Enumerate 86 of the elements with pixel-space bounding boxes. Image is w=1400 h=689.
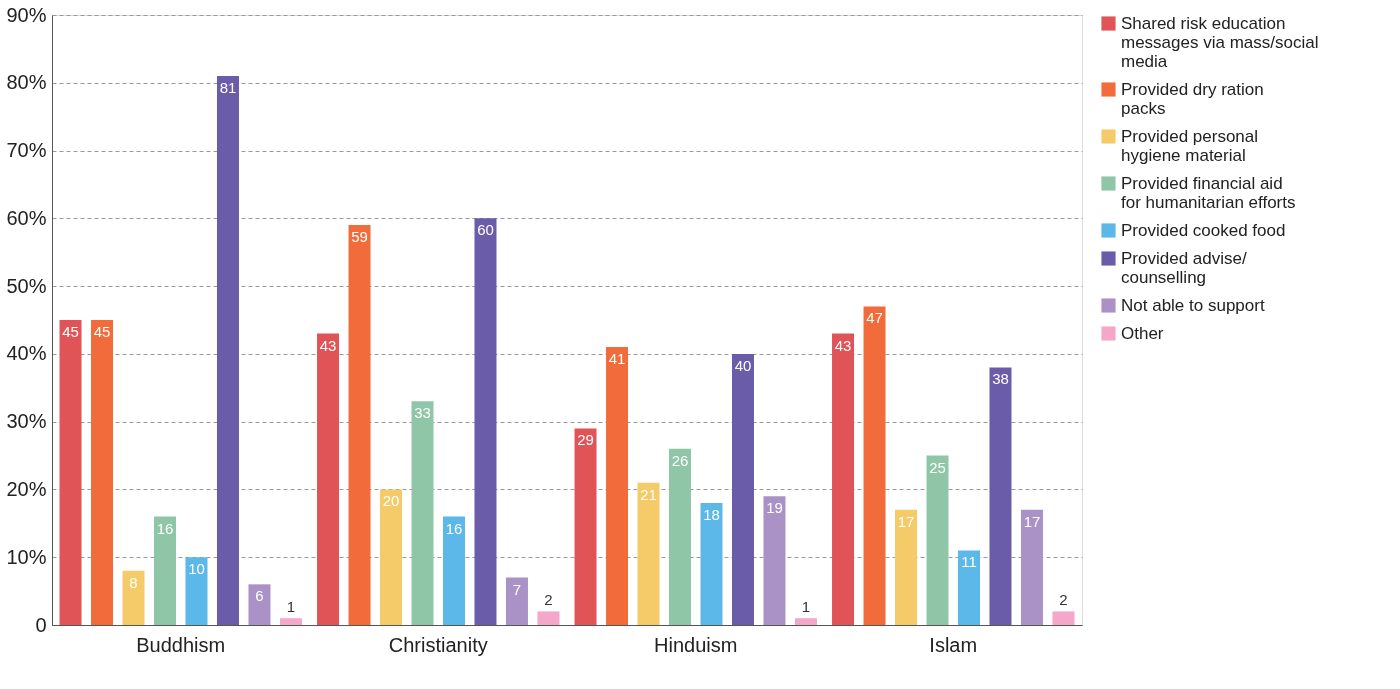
data-label: 1: [286, 598, 296, 616]
bar: [700, 503, 723, 625]
legend-label: Provided personal hygiene material: [1121, 126, 1259, 165]
legend-label: Other: [1121, 323, 1164, 343]
y-tick-label: 70%: [6, 139, 47, 162]
y-tick-label: 90%: [6, 3, 47, 26]
data-label: 16: [445, 519, 463, 537]
legend-label: Shared risk education messages via mass/social media: [1121, 13, 1319, 71]
data-label: 1: [801, 598, 811, 616]
data-label: 2: [544, 591, 553, 609]
bar: [216, 76, 239, 625]
bar: [91, 320, 114, 625]
x-tick-label: Islam: [929, 633, 978, 656]
data-label: 17: [897, 512, 915, 530]
legend-label: Provided cooked food: [1121, 220, 1286, 240]
data-label: 17: [1023, 512, 1041, 530]
legend-label: Provided dry ration packs: [1121, 79, 1264, 118]
data-label: 81: [219, 79, 237, 96]
legend-label: Provided financial aid for humanitarian efforts: [1121, 173, 1296, 212]
data-label: 29: [577, 431, 594, 449]
bar: [380, 489, 403, 625]
bar: [154, 516, 176, 625]
bar: [574, 428, 597, 625]
y-tick-label: 30%: [6, 410, 47, 433]
y-tick-label: 20%: [6, 477, 47, 500]
data-label: 60: [477, 221, 494, 239]
data-label: 16: [156, 519, 174, 537]
bar: [411, 401, 434, 625]
bar: [505, 577, 528, 625]
bar: [863, 306, 886, 625]
data-label: 7: [512, 580, 522, 598]
y-tick-label: 40%: [6, 342, 47, 365]
data-label: 26: [671, 451, 689, 469]
bar: [122, 570, 145, 625]
bar: [317, 333, 340, 625]
data-label: 21: [640, 485, 657, 503]
bar: [958, 550, 980, 625]
y-tick-label: 0: [35, 613, 47, 636]
x-tick-label: Christianity: [388, 633, 488, 656]
data-label: 6: [255, 587, 264, 605]
y-tick-label: 10%: [6, 545, 47, 568]
bar: [606, 347, 629, 625]
data-label: 38: [992, 370, 1009, 388]
bar: [989, 367, 1012, 625]
data-label: 10: [188, 560, 205, 578]
data-label: 41: [608, 350, 626, 368]
bar: [731, 353, 754, 625]
bar: [537, 611, 560, 625]
bar: [348, 225, 371, 625]
x-tick-label: Hinduism: [654, 633, 738, 656]
data-label: 45: [93, 323, 111, 340]
data-label: 8: [129, 573, 138, 591]
bar: [832, 333, 855, 625]
legend-label: Not able to support: [1121, 295, 1265, 315]
data-label: 11: [961, 553, 977, 571]
bar: [637, 482, 660, 625]
data-label: 25: [929, 458, 946, 476]
bar: [926, 455, 949, 625]
bar: [763, 496, 786, 625]
data-label: 18: [703, 506, 720, 523]
y-tick-label: 80%: [6, 71, 47, 94]
y-tick-label: 50%: [6, 274, 47, 297]
data-label: 40: [734, 356, 752, 374]
bar: [895, 509, 918, 625]
bar: [59, 320, 82, 625]
data-label: 2: [1059, 591, 1068, 609]
data-label: 59: [351, 228, 368, 246]
legend-label: Provided advise/ counselling: [1121, 248, 1247, 287]
bar: [185, 557, 208, 625]
data-label: 20: [382, 492, 400, 510]
y-tick-label: 60%: [6, 206, 47, 229]
bar: [1052, 611, 1075, 625]
data-label: 47: [866, 309, 883, 327]
data-label: 33: [414, 404, 431, 422]
bar: [474, 218, 497, 625]
data-label: 43: [319, 336, 337, 354]
bar: [443, 516, 465, 625]
bar: [279, 618, 302, 625]
bar: [669, 448, 691, 625]
bar: [248, 584, 271, 625]
data-label: 19: [766, 499, 783, 517]
bar: [1020, 509, 1043, 625]
data-label: 45: [62, 323, 79, 340]
bar: [794, 618, 817, 625]
data-label: 43: [834, 336, 852, 354]
x-tick-label: Buddhism: [136, 633, 226, 656]
